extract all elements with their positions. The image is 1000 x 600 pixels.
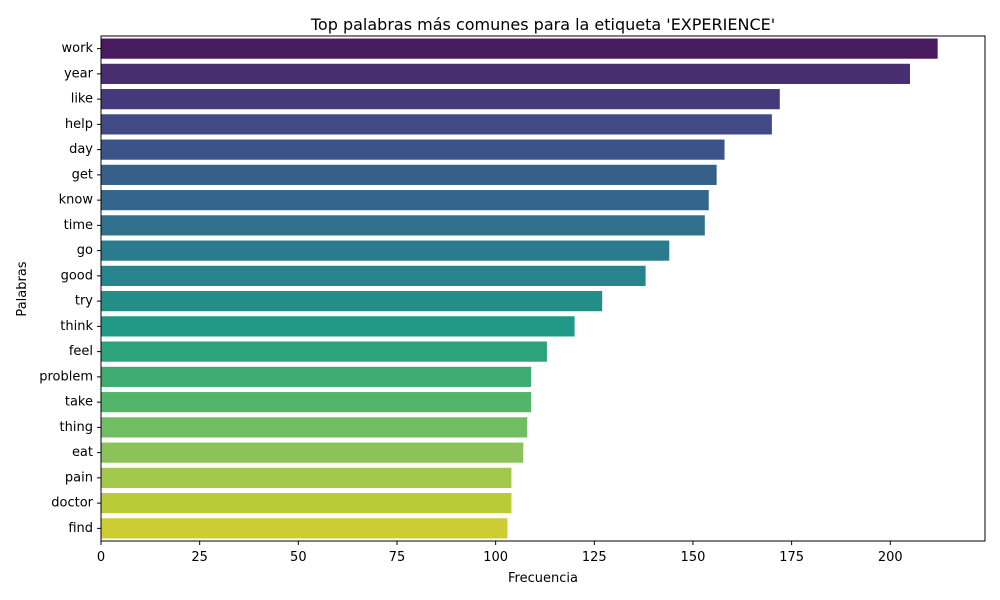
bar-problem xyxy=(101,366,532,387)
chart-title: Top palabras más comunes para la etiquet… xyxy=(310,15,775,34)
x-axis-label: Frecuencia xyxy=(508,571,578,586)
x-tick-label: 100 xyxy=(483,550,508,565)
y-tick-label: day xyxy=(69,142,93,157)
x-tick-label: 125 xyxy=(582,550,607,565)
y-tick-label: year xyxy=(64,66,94,81)
bars-group xyxy=(101,38,938,539)
y-tick-label: time xyxy=(64,218,93,233)
y-tick-label: go xyxy=(77,243,93,258)
y-tick-label: feel xyxy=(69,344,93,359)
y-axis-ticks: work year like help day get know time go good try t… xyxy=(39,41,101,536)
x-tick-label: 200 xyxy=(878,550,903,565)
y-tick-label: know xyxy=(59,193,94,208)
bar-know xyxy=(101,190,709,211)
y-tick-label: take xyxy=(65,395,93,410)
bar-thing xyxy=(101,417,528,438)
bar-go xyxy=(101,240,670,261)
x-tick-label: 175 xyxy=(779,550,804,565)
y-tick-label: find xyxy=(68,521,93,536)
bar-work xyxy=(101,38,938,59)
bar-like xyxy=(101,89,780,110)
bar-try xyxy=(101,291,603,312)
plot-frame xyxy=(100,35,986,542)
bar-take xyxy=(101,392,532,413)
x-tick-label: 150 xyxy=(681,550,706,565)
y-tick-label: doctor xyxy=(51,496,93,511)
y-tick-label: good xyxy=(61,268,93,283)
x-tick-label: 25 xyxy=(191,550,208,565)
bar-get xyxy=(101,164,717,185)
bar-eat xyxy=(101,442,524,463)
bar-time xyxy=(101,215,705,236)
y-tick-label: thing xyxy=(60,420,93,435)
x-tick-label: 0 xyxy=(97,550,105,565)
y-tick-label: problem xyxy=(39,369,93,384)
x-tick-label: 75 xyxy=(389,550,406,565)
y-tick-label: get xyxy=(72,167,93,182)
x-tick-label: 50 xyxy=(290,550,307,565)
bar-find xyxy=(101,518,508,539)
bar-think xyxy=(101,316,575,337)
y-tick-label: eat xyxy=(72,445,93,460)
y-tick-label: try xyxy=(75,294,93,309)
bar-doctor xyxy=(101,493,512,514)
bar-good xyxy=(101,265,646,286)
bar-feel xyxy=(101,341,547,362)
y-tick-label: pain xyxy=(65,470,93,485)
y-axis-label: Palabras xyxy=(15,261,30,316)
bar-pain xyxy=(101,467,512,488)
bar-year xyxy=(101,63,911,84)
y-tick-label: work xyxy=(62,41,94,56)
y-tick-label: like xyxy=(71,92,93,107)
bar-help xyxy=(101,114,772,135)
y-tick-label: think xyxy=(60,319,93,334)
y-tick-label: help xyxy=(65,117,93,132)
x-axis-ticks: 0 25 50 75 100 125 150 175 200 xyxy=(97,541,903,565)
bar-day xyxy=(101,139,725,160)
